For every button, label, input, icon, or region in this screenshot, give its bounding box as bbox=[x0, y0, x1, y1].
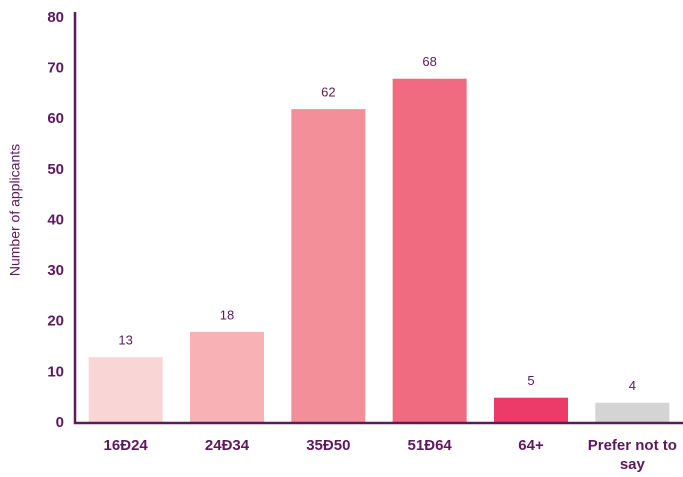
x-tick-label: Prefer not to say bbox=[587, 437, 677, 473]
value-label: 68 bbox=[422, 54, 436, 69]
y-tick-label: 80 bbox=[47, 9, 64, 26]
bar bbox=[291, 109, 366, 423]
y-tick-label: 10 bbox=[47, 363, 64, 380]
y-tick-label: 50 bbox=[47, 161, 64, 178]
y-tick-label: 60 bbox=[47, 110, 64, 127]
y-tick-label: 40 bbox=[47, 211, 64, 228]
y-axis-label: Number of applicants bbox=[7, 144, 23, 276]
y-tick-label: 30 bbox=[47, 262, 64, 279]
bar bbox=[494, 397, 568, 423]
value-label: 13 bbox=[118, 333, 132, 348]
x-tick-label: 35Ð50 bbox=[306, 437, 351, 454]
y-tick-label: 0 bbox=[56, 414, 64, 431]
bar bbox=[392, 78, 467, 423]
value-label: 62 bbox=[321, 85, 335, 100]
bar bbox=[595, 402, 670, 423]
bar bbox=[88, 357, 163, 423]
y-tick-label: 20 bbox=[47, 313, 64, 330]
x-tick-label: 51Ð64 bbox=[407, 437, 452, 454]
x-tick-label: 24Ð34 bbox=[204, 437, 250, 454]
value-label: 18 bbox=[220, 307, 234, 322]
x-tick-label: 64+ bbox=[518, 437, 544, 454]
x-tick-label: 16Ð24 bbox=[103, 437, 148, 454]
value-label: 4 bbox=[629, 378, 636, 393]
bar bbox=[190, 331, 264, 423]
y-tick-label: 70 bbox=[47, 60, 64, 77]
value-label: 5 bbox=[527, 373, 534, 388]
